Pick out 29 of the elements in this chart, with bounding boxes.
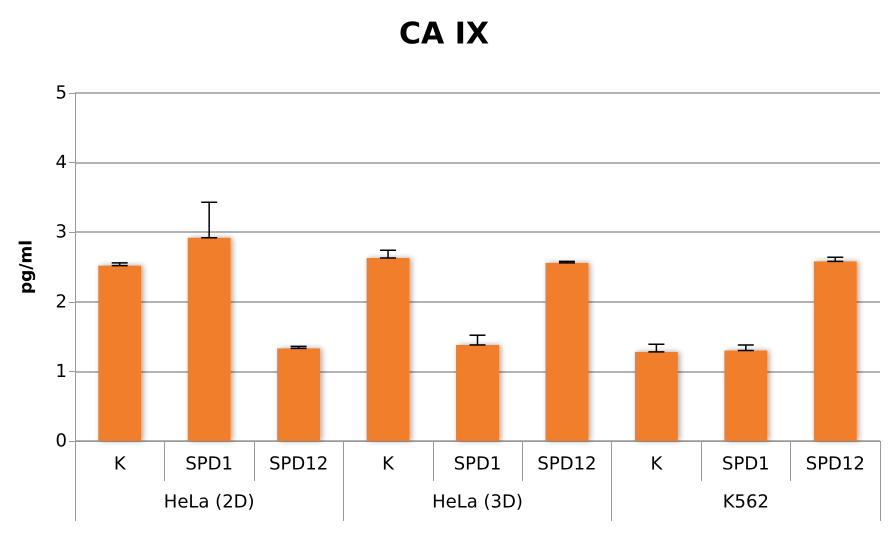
y-tick-label: 4 bbox=[56, 152, 67, 174]
x-tick-label: SPD12 bbox=[537, 454, 596, 474]
x-tick-label: SPD12 bbox=[806, 454, 865, 474]
bar bbox=[724, 350, 768, 441]
x-tick-label: SPD1 bbox=[185, 454, 233, 474]
bar bbox=[277, 348, 320, 441]
y-tick-label: 3 bbox=[56, 222, 67, 243]
bar bbox=[814, 261, 857, 441]
bar bbox=[188, 238, 231, 441]
bar bbox=[98, 266, 142, 441]
y-tick-label: 2 bbox=[56, 291, 67, 312]
bar bbox=[634, 352, 678, 441]
y-tick-label: 5 bbox=[56, 82, 67, 104]
y-tick-label: 1 bbox=[56, 360, 67, 382]
bar bbox=[366, 258, 410, 441]
x-tick-label: SPD1 bbox=[454, 454, 502, 474]
x-tick-label: SPD12 bbox=[269, 454, 328, 474]
text: K562 bbox=[722, 492, 769, 512]
x-tick-label: K bbox=[114, 454, 127, 474]
x-tick-label: K bbox=[650, 454, 664, 474]
y-tick-label: 0 bbox=[56, 430, 67, 452]
y-axis-title: pg/ml bbox=[16, 240, 36, 294]
bar bbox=[456, 344, 499, 441]
chart-title: CA IX bbox=[399, 16, 489, 52]
text: HeLa (3D) bbox=[432, 492, 523, 512]
bar bbox=[545, 262, 588, 441]
x-tick-label: SPD1 bbox=[722, 454, 770, 474]
x-tick-label: K bbox=[382, 454, 396, 474]
text: HeLa (2D) bbox=[164, 492, 255, 512]
